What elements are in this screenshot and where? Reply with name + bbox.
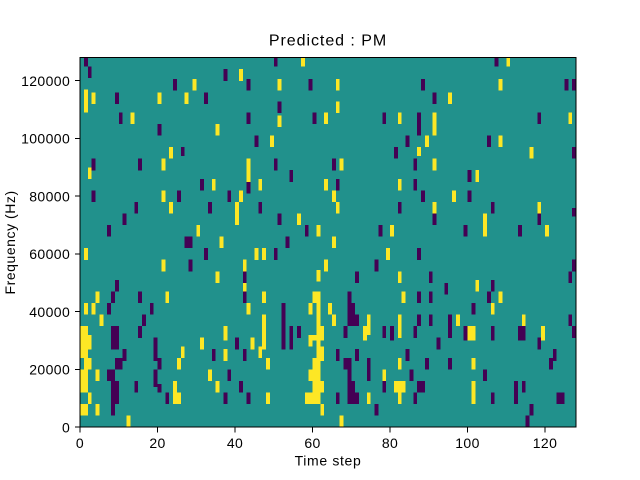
svg-text:0: 0 — [76, 435, 84, 451]
svg-text:80000: 80000 — [29, 188, 70, 204]
svg-text:20000: 20000 — [29, 362, 70, 378]
svg-text:0: 0 — [62, 419, 70, 435]
svg-text:80: 80 — [382, 435, 398, 451]
svg-text:100: 100 — [455, 435, 480, 451]
svg-text:120000: 120000 — [21, 73, 70, 89]
svg-text:60000: 60000 — [29, 246, 70, 262]
svg-text:Time step: Time step — [295, 452, 362, 468]
svg-text:60: 60 — [304, 435, 320, 451]
svg-text:120: 120 — [533, 435, 558, 451]
svg-text:40: 40 — [227, 435, 243, 451]
svg-text:20: 20 — [149, 435, 165, 451]
svg-text:100000: 100000 — [21, 131, 70, 147]
svg-text:Frequency (Hz): Frequency (Hz) — [2, 190, 18, 294]
svg-text:Predicted : PM: Predicted : PM — [269, 33, 387, 50]
svg-text:40000: 40000 — [29, 304, 70, 320]
